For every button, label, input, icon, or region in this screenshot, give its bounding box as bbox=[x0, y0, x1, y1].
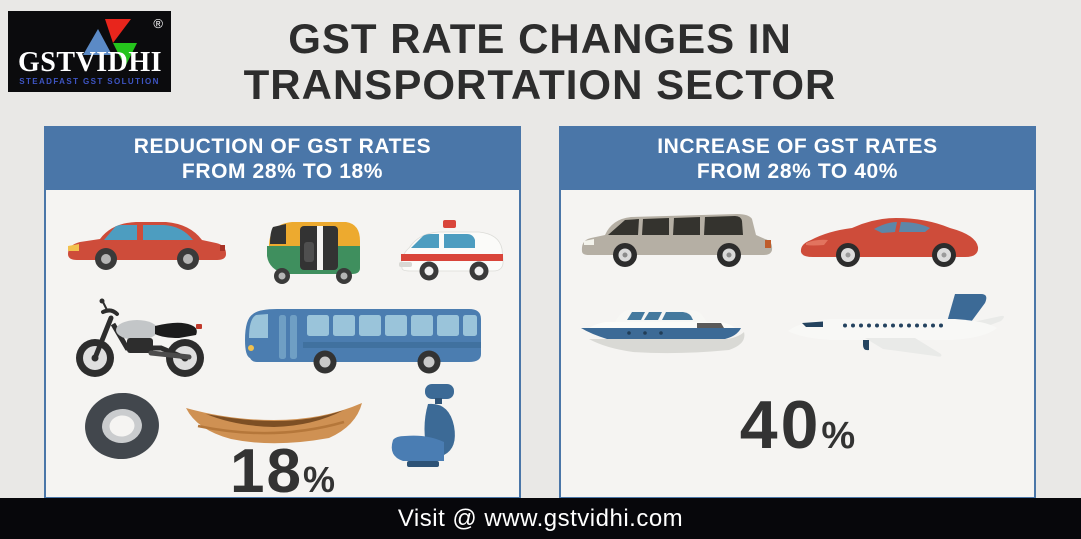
reduction-row-1 bbox=[46, 202, 519, 286]
reduction-header-line-1: REDUCTION OF GST RATES bbox=[133, 135, 432, 158]
red-sedan-icon bbox=[68, 222, 226, 271]
reduction-panel: REDUCTION OF GST RATES FROM 28% TO 18% bbox=[44, 126, 521, 503]
increase-header-line-2: FROM 28% TO 40% bbox=[696, 160, 899, 184]
increase-rate-value: 40 bbox=[739, 387, 822, 464]
motorcycle-icon bbox=[76, 298, 204, 378]
suv-icon bbox=[581, 214, 773, 268]
reduction-row-3 bbox=[46, 384, 519, 468]
reduction-row-2 bbox=[46, 294, 519, 380]
logo-brand-text: GSTVIDHI bbox=[18, 47, 163, 78]
page-title: GST RATE CHANGES IN TRANSPORTATION SECTO… bbox=[200, 15, 880, 109]
footer-bar: Visit @ www.gstvidhi.com bbox=[0, 498, 1081, 539]
increase-panel: INCREASE OF GST RATES FROM 28% TO 40% bbox=[559, 126, 1036, 499]
gstvidhi-logo: ® GSTVIDHI STEADFAST GST SOLUTION bbox=[8, 11, 171, 92]
registered-trademark-icon: ® bbox=[153, 16, 163, 31]
private-jet-icon bbox=[788, 294, 1004, 358]
bus-icon bbox=[245, 309, 481, 374]
title-line-2: TRANSPORTATION SECTOR bbox=[243, 61, 837, 109]
title-line-1: GST RATE CHANGES IN bbox=[288, 15, 792, 62]
ambulance-icon bbox=[399, 220, 504, 281]
increase-panel-header: INCREASE OF GST RATES FROM 28% TO 40% bbox=[561, 128, 1034, 191]
increase-rate: 40% bbox=[561, 391, 1034, 475]
auto-rickshaw-icon bbox=[266, 222, 360, 285]
reduction-rate: 18% bbox=[46, 441, 519, 518]
wooden-boat-icon bbox=[185, 403, 362, 444]
yacht-icon bbox=[581, 310, 745, 354]
logo-triangles-icon bbox=[83, 19, 137, 67]
reduction-header-line-2: FROM 28% TO 18% bbox=[181, 160, 384, 184]
increase-row-1 bbox=[561, 206, 1034, 268]
sports-car-icon bbox=[800, 218, 979, 268]
increase-header-line-1: INCREASE OF GST RATES bbox=[657, 135, 938, 158]
logo-tagline: STEADFAST GST SOLUTION bbox=[19, 77, 160, 86]
reduction-rate-percent-sign: % bbox=[302, 459, 335, 501]
reduction-panel-header: REDUCTION OF GST RATES FROM 28% TO 18% bbox=[46, 128, 519, 191]
footer-text: Visit @ www.gstvidhi.com bbox=[397, 504, 684, 532]
increase-rate-percent-sign: % bbox=[821, 415, 856, 458]
increase-row-2 bbox=[561, 292, 1034, 360]
tyre-icon bbox=[85, 393, 159, 460]
car-seat-icon bbox=[391, 384, 455, 468]
reduction-rate-value: 18 bbox=[230, 437, 303, 507]
